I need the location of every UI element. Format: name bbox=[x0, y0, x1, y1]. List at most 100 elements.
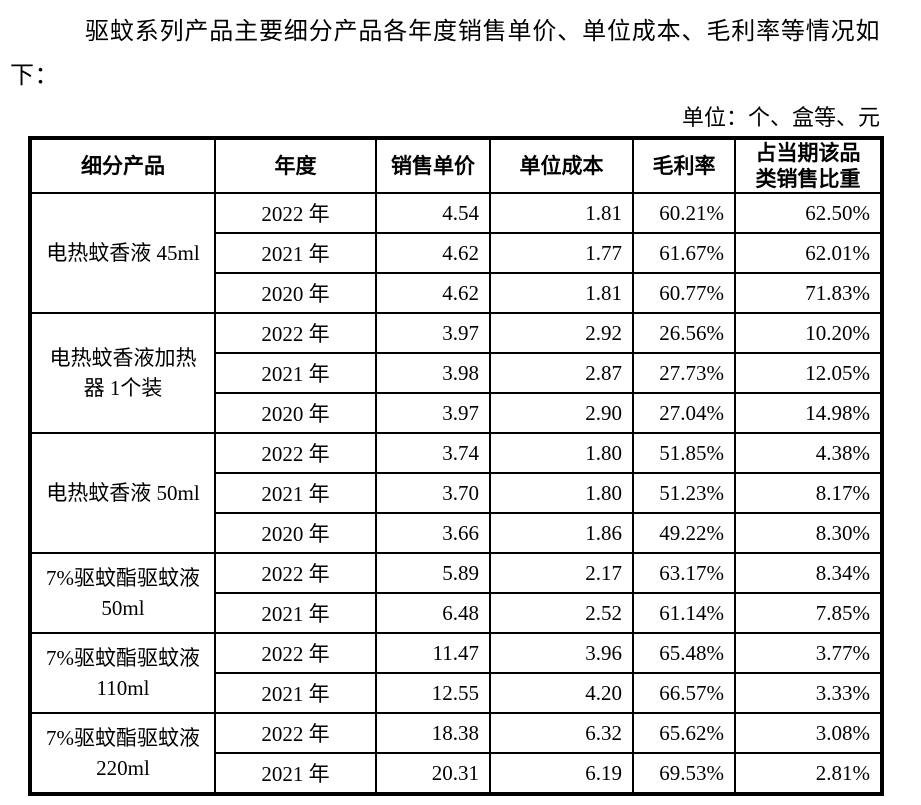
price-cell: 3.74 bbox=[375, 432, 491, 474]
cost-cell: 1.81 bbox=[489, 192, 634, 234]
share-cell: 8.30% bbox=[734, 512, 883, 554]
cost-cell: 1.80 bbox=[489, 472, 634, 514]
price-cell: 3.97 bbox=[375, 392, 491, 434]
year-cell: 2021 年 bbox=[214, 592, 377, 634]
price-cell: 4.62 bbox=[375, 232, 491, 274]
margin-cell: 51.23% bbox=[632, 472, 736, 514]
cost-cell: 1.77 bbox=[489, 232, 634, 274]
col-header-product: 细分产品 bbox=[29, 137, 216, 194]
share-cell: 10.20% bbox=[734, 312, 883, 354]
header-row: 细分产品 年度 销售单价 单位成本 毛利率 占当期该品 类销售比重 bbox=[29, 137, 883, 194]
year-cell: 2021 年 bbox=[214, 232, 377, 274]
price-cell: 20.31 bbox=[375, 752, 491, 795]
share-cell: 8.34% bbox=[734, 552, 883, 594]
cost-cell: 1.81 bbox=[489, 272, 634, 314]
table-row: 2020 年 4.62 1.81 60.77% 71.83% bbox=[30, 272, 883, 314]
margin-cell: 60.77% bbox=[632, 272, 736, 314]
price-cell: 5.89 bbox=[375, 552, 491, 594]
price-cell: 3.97 bbox=[375, 312, 491, 354]
cost-cell: 1.80 bbox=[489, 432, 634, 474]
year-cell: 2022 年 bbox=[214, 712, 377, 754]
col-header-year: 年度 bbox=[214, 137, 377, 194]
table-row: 电热蚊香液 50ml 2022 年 3.74 1.80 51.85% 4.38% bbox=[29, 432, 883, 554]
price-cell: 4.62 bbox=[375, 272, 491, 314]
table-row: 2020 年 3.66 1.86 49.22% 8.30% bbox=[30, 512, 883, 554]
product-cell: 7%驱蚊酯驱蚊液 50ml bbox=[29, 552, 216, 634]
table-row: 2021 年 3.98 2.87 27.73% 12.05% bbox=[30, 352, 883, 394]
cost-cell: 2.17 bbox=[489, 552, 634, 594]
margin-cell: 49.22% bbox=[632, 512, 736, 554]
margin-cell: 27.04% bbox=[632, 392, 736, 434]
cost-cell: 2.90 bbox=[489, 392, 634, 434]
price-cell: 6.48 bbox=[375, 592, 491, 634]
cost-cell: 3.96 bbox=[489, 632, 634, 674]
table-row: 7%驱蚊酯驱蚊液 50ml 2022 年 5.89 2.17 63.17% 8.… bbox=[29, 552, 883, 634]
margin-cell: 65.62% bbox=[632, 712, 736, 754]
share-cell: 14.98% bbox=[734, 392, 883, 434]
year-cell: 2021 年 bbox=[214, 752, 377, 795]
col-header-margin: 毛利率 bbox=[632, 137, 736, 194]
product-price-table: 细分产品 年度 销售单价 单位成本 毛利率 占当期该品 类销售比重 电热蚊香液 … bbox=[28, 136, 884, 796]
year-cell: 2021 年 bbox=[214, 472, 377, 514]
margin-cell: 60.21% bbox=[632, 192, 736, 234]
share-cell: 4.38% bbox=[734, 432, 883, 474]
share-cell: 62.50% bbox=[734, 192, 883, 234]
col-header-price: 销售单价 bbox=[375, 137, 491, 194]
share-cell: 2.81% bbox=[734, 752, 883, 795]
price-cell: 3.66 bbox=[375, 512, 491, 554]
table-row: 2020 年 3.97 2.90 27.04% 14.98% bbox=[30, 392, 883, 434]
cost-cell: 6.19 bbox=[489, 752, 634, 795]
year-cell: 2022 年 bbox=[214, 312, 377, 354]
product-cell: 电热蚊香液 50ml bbox=[29, 432, 216, 554]
cost-cell: 6.32 bbox=[489, 712, 634, 754]
cost-cell: 2.87 bbox=[489, 352, 634, 394]
margin-cell: 61.14% bbox=[632, 592, 736, 634]
table-row: 2021 年 12.55 4.20 66.57% 3.33% bbox=[30, 672, 883, 714]
table-row: 电热蚊香液 45ml 2022 年 4.54 1.81 60.21% 62.50… bbox=[29, 192, 883, 314]
price-cell: 18.38 bbox=[375, 712, 491, 754]
year-cell: 2022 年 bbox=[214, 632, 377, 674]
year-cell: 2022 年 bbox=[214, 552, 377, 594]
cost-cell: 4.20 bbox=[489, 672, 634, 714]
share-cell: 7.85% bbox=[734, 592, 883, 634]
product-cell: 7%驱蚊酯驱蚊液 110ml bbox=[29, 632, 216, 714]
product-cell: 7%驱蚊酯驱蚊液 220ml bbox=[29, 712, 216, 795]
share-cell: 3.33% bbox=[734, 672, 883, 714]
unit-label: 单位：个、盒等、元 bbox=[681, 105, 880, 130]
year-cell: 2021 年 bbox=[214, 672, 377, 714]
table-row: 7%驱蚊酯驱蚊液 110ml 2022 年 11.47 3.96 65.48% … bbox=[29, 632, 883, 714]
margin-cell: 51.85% bbox=[632, 432, 736, 474]
year-cell: 2020 年 bbox=[214, 272, 377, 314]
table-row: 2021 年 4.62 1.77 61.67% 62.01% bbox=[30, 232, 883, 274]
col-header-share: 占当期该品 类销售比重 bbox=[734, 137, 883, 194]
share-cell: 3.08% bbox=[734, 712, 883, 754]
share-cell: 3.77% bbox=[734, 632, 883, 674]
cost-cell: 1.86 bbox=[489, 512, 634, 554]
product-cell: 电热蚊香液加热器 1个装 bbox=[29, 312, 216, 434]
product-cell: 电热蚊香液 45ml bbox=[29, 192, 216, 314]
margin-cell: 66.57% bbox=[632, 672, 736, 714]
year-cell: 2020 年 bbox=[214, 392, 377, 434]
table-row: 电热蚊香液加热器 1个装 2022 年 3.97 2.92 26.56% 10.… bbox=[29, 312, 883, 434]
table-row: 2021 年 6.48 2.52 61.14% 7.85% bbox=[30, 592, 883, 634]
year-cell: 2022 年 bbox=[214, 432, 377, 474]
price-cell: 3.98 bbox=[375, 352, 491, 394]
price-cell: 11.47 bbox=[375, 632, 491, 674]
cost-cell: 2.52 bbox=[489, 592, 634, 634]
year-cell: 2020 年 bbox=[214, 512, 377, 554]
table-row: 7%驱蚊酯驱蚊液 220ml 2022 年 18.38 6.32 65.62% … bbox=[29, 712, 883, 795]
col-header-cost: 单位成本 bbox=[489, 137, 634, 194]
share-cell: 12.05% bbox=[734, 352, 883, 394]
price-cell: 4.54 bbox=[375, 192, 491, 234]
price-cell: 12.55 bbox=[375, 672, 491, 714]
share-cell: 62.01% bbox=[734, 232, 883, 274]
margin-cell: 65.48% bbox=[632, 632, 736, 674]
margin-cell: 26.56% bbox=[632, 312, 736, 354]
year-cell: 2021 年 bbox=[214, 352, 377, 394]
margin-cell: 61.67% bbox=[632, 232, 736, 274]
price-cell: 3.70 bbox=[375, 472, 491, 514]
margin-cell: 63.17% bbox=[632, 552, 736, 594]
table-row: 2021 年 20.31 6.19 69.53% 2.81% bbox=[30, 752, 883, 795]
intro-paragraph: 驱蚊系列产品主要细分产品各年度销售单价、单位成本、毛利率等情况如下： bbox=[10, 19, 880, 89]
